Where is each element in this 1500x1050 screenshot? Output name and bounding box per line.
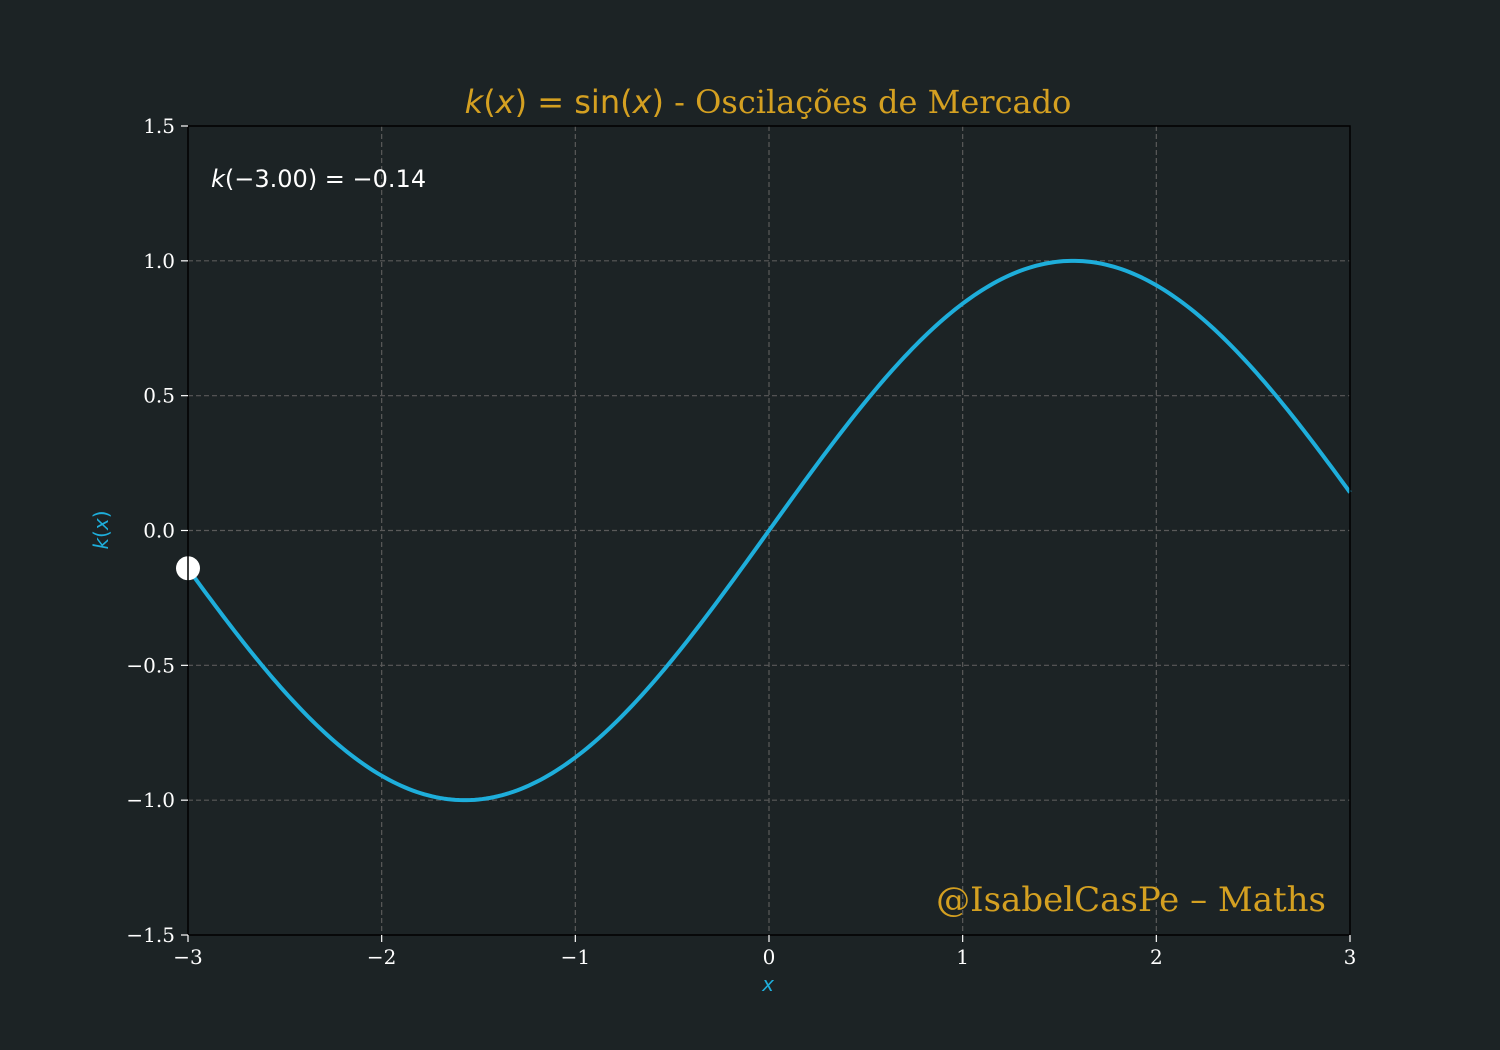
title-paren-right2: ) [652,83,664,121]
x-tick-label: −1 [561,945,590,969]
y-tick-label: −1.5 [126,923,175,947]
y-tick-label: 1.0 [143,249,175,273]
ylabel-paren-left: ( [89,530,113,538]
ylabel-k: k [89,537,113,550]
y-tick-label: −1.0 [126,788,175,812]
series-line-sin [186,258,1352,803]
annotation-text: (−3.00) = −0.14 [225,165,426,193]
annotation-k: k [211,165,226,193]
x-tick-label: 3 [1344,945,1357,969]
y-tick-label: 1.5 [143,114,175,138]
title-rest: - Oscilações de Mercado [664,83,1071,121]
title-paren-left: ( [483,83,495,121]
title-x: x [495,83,516,121]
x-axis-label: x [761,972,774,996]
y-tick-label: −0.5 [126,653,175,677]
title-paren-right: ) [515,83,527,121]
y-tick-label: 0.5 [143,384,175,408]
value-annotation: k(−3.00) = −0.14 [211,165,426,193]
title-equals-sin: = sin( [527,83,632,121]
x-tick-label: 1 [956,945,969,969]
y-axis-label: k(x) [89,510,113,549]
chart-title: k(x) = sin(x) - Oscilações de Mercado [465,83,1072,121]
ticks-layer: −3 −2 −1 0 1 2 3 −1.5 −1.0 −0.5 0.0 0.5 1.0 1.5 [126,114,1356,969]
x-tick-label: 0 [763,945,776,969]
ylabel-paren-right: ) [89,510,113,518]
x-tick-label: 2 [1150,945,1163,969]
title-k: k [465,83,485,121]
watermark: @IsabelCasPe – Maths [936,880,1326,920]
title-x2: x [632,83,653,121]
x-tick-label: −3 [173,945,202,969]
ylabel-x: x [89,518,113,531]
y-tick-label: 0.0 [143,519,175,543]
x-tick-label: −2 [367,945,396,969]
